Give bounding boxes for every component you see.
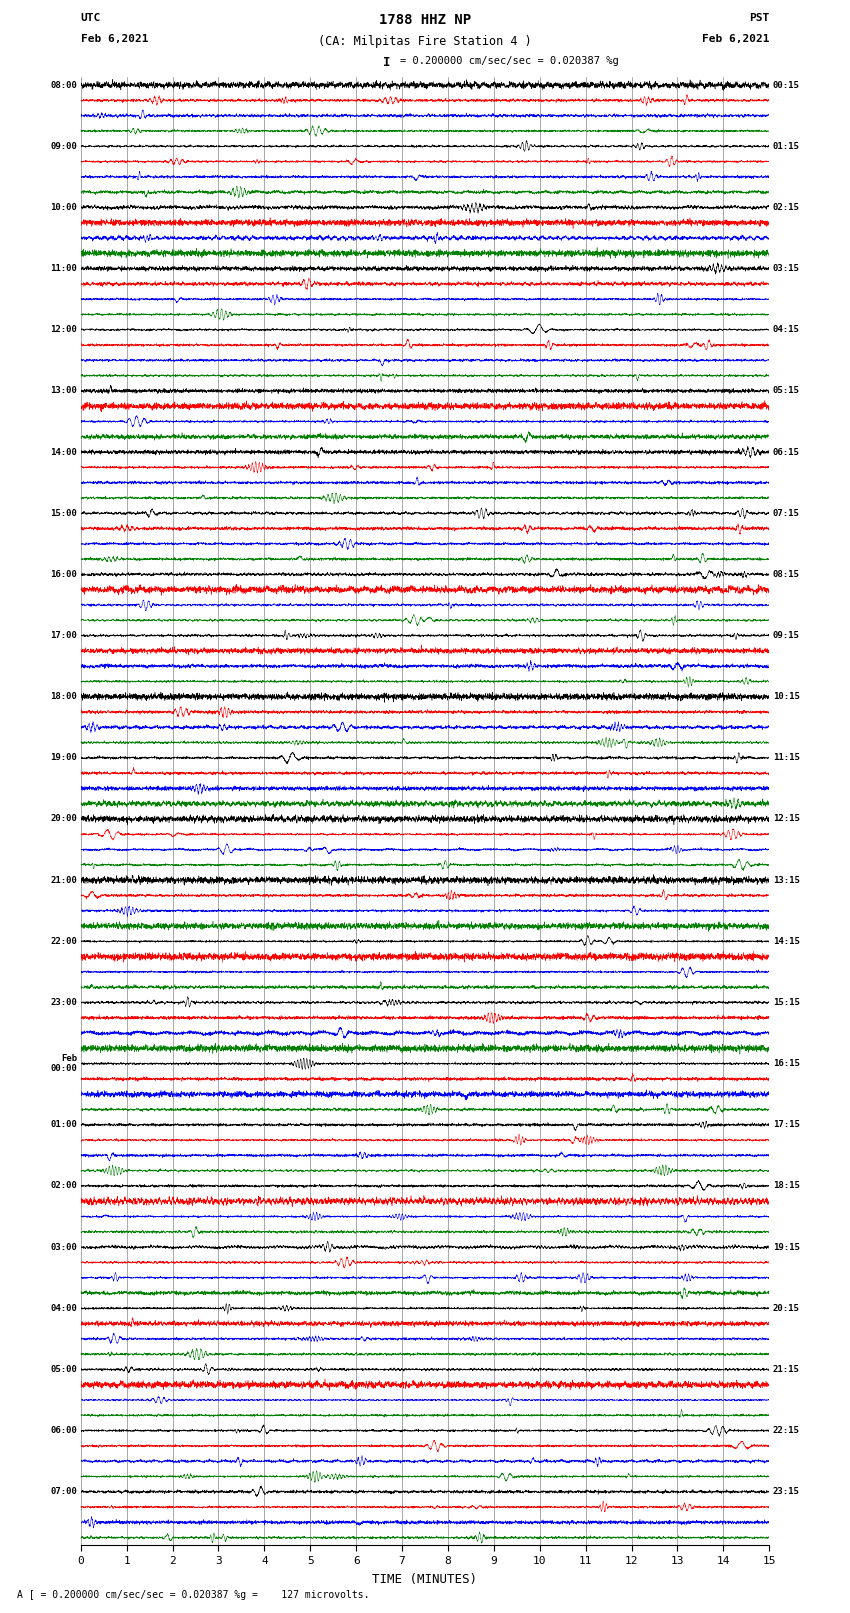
Text: 11:15: 11:15	[773, 753, 800, 763]
Text: 09:15: 09:15	[773, 631, 800, 640]
Text: I: I	[383, 56, 390, 69]
Text: PST: PST	[749, 13, 769, 23]
Text: 04:00: 04:00	[50, 1303, 77, 1313]
Text: 12:00: 12:00	[50, 326, 77, 334]
Text: 08:00: 08:00	[50, 81, 77, 90]
Text: 08:15: 08:15	[773, 569, 800, 579]
Text: 11:00: 11:00	[50, 265, 77, 273]
Text: 03:00: 03:00	[50, 1242, 77, 1252]
Text: 04:15: 04:15	[773, 326, 800, 334]
Text: 14:00: 14:00	[50, 447, 77, 456]
Text: 00:15: 00:15	[773, 81, 800, 90]
Text: A [ = 0.200000 cm/sec/sec = 0.020387 %g =    127 microvolts.: A [ = 0.200000 cm/sec/sec = 0.020387 %g …	[17, 1590, 370, 1600]
Text: 20:15: 20:15	[773, 1303, 800, 1313]
Text: 1788 HHZ NP: 1788 HHZ NP	[379, 13, 471, 27]
Text: 17:00: 17:00	[50, 631, 77, 640]
Text: 19:15: 19:15	[773, 1242, 800, 1252]
Text: Feb
00:00: Feb 00:00	[50, 1053, 77, 1073]
Text: 21:00: 21:00	[50, 876, 77, 884]
Text: 07:15: 07:15	[773, 508, 800, 518]
Text: 02:15: 02:15	[773, 203, 800, 211]
Text: Feb 6,2021: Feb 6,2021	[702, 34, 769, 44]
Text: UTC: UTC	[81, 13, 101, 23]
X-axis label: TIME (MINUTES): TIME (MINUTES)	[372, 1573, 478, 1586]
Text: 17:15: 17:15	[773, 1121, 800, 1129]
Text: 21:15: 21:15	[773, 1365, 800, 1374]
Text: 07:00: 07:00	[50, 1487, 77, 1497]
Text: 18:15: 18:15	[773, 1181, 800, 1190]
Text: 02:00: 02:00	[50, 1181, 77, 1190]
Text: 05:15: 05:15	[773, 387, 800, 395]
Text: 22:00: 22:00	[50, 937, 77, 945]
Text: 10:00: 10:00	[50, 203, 77, 211]
Text: 03:15: 03:15	[773, 265, 800, 273]
Text: 13:00: 13:00	[50, 387, 77, 395]
Text: 18:00: 18:00	[50, 692, 77, 702]
Text: 16:15: 16:15	[773, 1060, 800, 1068]
Text: 01:15: 01:15	[773, 142, 800, 150]
Text: 20:00: 20:00	[50, 815, 77, 824]
Text: 16:00: 16:00	[50, 569, 77, 579]
Text: 22:15: 22:15	[773, 1426, 800, 1436]
Text: 06:00: 06:00	[50, 1426, 77, 1436]
Text: = 0.200000 cm/sec/sec = 0.020387 %g: = 0.200000 cm/sec/sec = 0.020387 %g	[400, 56, 618, 66]
Text: 14:15: 14:15	[773, 937, 800, 945]
Text: 15:00: 15:00	[50, 508, 77, 518]
Text: 13:15: 13:15	[773, 876, 800, 884]
Text: Feb 6,2021: Feb 6,2021	[81, 34, 148, 44]
Text: 06:15: 06:15	[773, 447, 800, 456]
Text: 09:00: 09:00	[50, 142, 77, 150]
Text: 05:00: 05:00	[50, 1365, 77, 1374]
Text: 23:15: 23:15	[773, 1487, 800, 1497]
Text: 23:00: 23:00	[50, 998, 77, 1007]
Text: 10:15: 10:15	[773, 692, 800, 702]
Text: 19:00: 19:00	[50, 753, 77, 763]
Text: (CA: Milpitas Fire Station 4 ): (CA: Milpitas Fire Station 4 )	[318, 35, 532, 48]
Text: 15:15: 15:15	[773, 998, 800, 1007]
Text: 01:00: 01:00	[50, 1121, 77, 1129]
Text: 12:15: 12:15	[773, 815, 800, 824]
